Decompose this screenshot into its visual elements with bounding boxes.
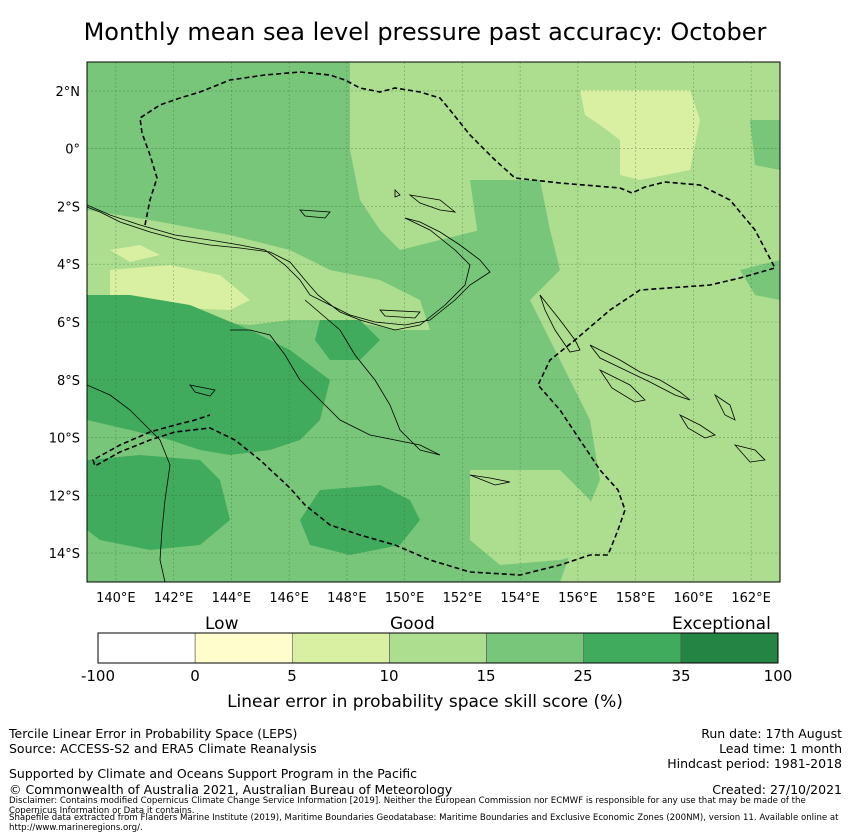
colorbar-tick: 10 <box>379 667 399 685</box>
lon-tick-label: 162°E <box>731 591 771 606</box>
footer-created: Created: 27/10/2021 <box>712 782 842 797</box>
map-figure: 140°E 142°E 144°E 146°E 148°E 150°E 152°E 154°E… <box>49 61 781 664</box>
coastlines <box>87 189 766 582</box>
lat-tick-label: 2°N <box>56 85 81 100</box>
lon-tick-label: 158°E <box>616 591 656 606</box>
colorbar-tick: -100 <box>80 667 116 685</box>
colorbar-bin <box>583 632 682 664</box>
colorbar-word-low: Low <box>205 614 239 634</box>
colorbar-bin <box>680 632 779 664</box>
colorbar-tick: 100 <box>763 667 793 685</box>
lat-tick-label: 14°S <box>49 547 80 562</box>
lat-tick-label: 6°S <box>57 316 80 331</box>
colorbar-bin <box>194 632 293 664</box>
colorbar <box>97 632 779 664</box>
colorbar-bin <box>291 632 390 664</box>
longitude-labels: 140°E 142°E 144°E 146°E 148°E 150°E 152°E 154°E… <box>96 591 771 606</box>
colorbar-tick: 0 <box>190 667 200 685</box>
colorbar-word-exceptional: Exceptional <box>672 614 771 634</box>
footer-source: Source: ACCESS-S2 and ERA5 Climate Reana… <box>9 741 317 756</box>
lat-tick-label: 8°S <box>57 374 80 389</box>
map-gridlines <box>87 62 780 582</box>
footer-support: Supported by Climate and Oceans Support … <box>9 766 418 781</box>
colorbar-tick: 15 <box>476 667 496 685</box>
footer-run-date: Run date: 17th August <box>701 726 842 741</box>
footer-copyright: © Commonwealth of Australia 2021, Austra… <box>9 782 453 797</box>
colorbar-bin <box>389 632 487 664</box>
lon-tick-label: 160°E <box>674 591 714 606</box>
colorbar-bin <box>486 632 585 664</box>
lat-tick-label: 2°S <box>57 200 80 215</box>
map-frame <box>86 61 781 583</box>
lat-tick-label: 10°S <box>49 432 80 447</box>
lon-tick-label: 154°E <box>500 591 540 606</box>
lon-tick-label: 152°E <box>443 591 483 606</box>
lon-tick-label: 156°E <box>558 591 598 606</box>
lon-tick-label: 148°E <box>327 591 367 606</box>
lon-tick-label: 150°E <box>385 591 425 606</box>
footer-shapefile: Shapefile data extracted from Flanders M… <box>9 813 839 833</box>
colorbar-tick: 35 <box>671 667 691 685</box>
footer-leps: Tercile Linear Error in Probability Spac… <box>9 726 298 741</box>
maritime-boundary <box>92 71 777 576</box>
lon-tick-label: 146°E <box>269 591 309 606</box>
colorbar-tick: 5 <box>287 667 297 685</box>
lon-tick-label: 142°E <box>154 591 194 606</box>
lat-tick-label: 0° <box>65 143 80 158</box>
colorbar-tick: 25 <box>573 667 593 685</box>
footer-lead-time: Lead time: 1 month <box>719 741 842 756</box>
colorbar-label: Linear error in probability space skill … <box>227 692 623 712</box>
lon-tick-label: 140°E <box>96 591 136 606</box>
colorbar-bin <box>97 632 196 664</box>
footer-hindcast: Hindcast period: 1981-2018 <box>667 756 842 771</box>
colorbar-word-good: Good <box>390 614 435 634</box>
lat-tick-label: 4°S <box>57 258 80 273</box>
map-title: Monthly mean sea level pressure past acc… <box>83 18 767 46</box>
footer-disclaimer: Disclaimer: Contains modified Copernicus… <box>9 796 806 816</box>
lon-tick-label: 144°E <box>212 591 252 606</box>
latitude-labels: 2°N 0° 2°S 4°S 6°S 8°S 10°S 12°S 14°S <box>49 85 80 562</box>
lat-tick-label: 12°S <box>49 489 80 504</box>
colorbar-frame <box>97 632 779 664</box>
